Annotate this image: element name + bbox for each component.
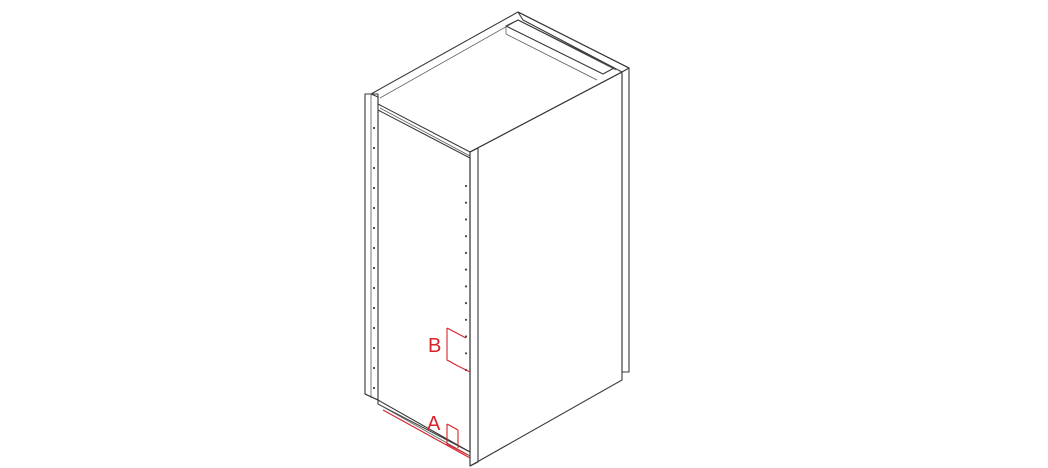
shelf-pin-hole	[372, 306, 376, 310]
shelf-pin-hole	[464, 268, 468, 271]
shelf-pin-hole	[372, 226, 376, 230]
back-panel	[517, 11, 630, 373]
shelf-pin-hole	[464, 218, 468, 221]
shelf-pin-holes-right	[464, 184, 468, 372]
shelf-pin-hole	[372, 206, 376, 210]
shelf-pin-hole	[464, 335, 468, 338]
shelf-pin-hole	[372, 366, 376, 370]
shelf-pin-hole	[372, 286, 376, 290]
left-side-panel	[364, 93, 379, 401]
cabinet-interior	[377, 109, 471, 453]
shelf-pin-hole	[372, 386, 376, 390]
bottom-panel	[364, 393, 471, 457]
top-rear-rail	[505, 19, 615, 81]
shelf-pin-hole	[372, 126, 376, 130]
callout-b-bracket	[446, 328, 459, 367]
shelf-pin-hole	[464, 285, 468, 288]
shelf-pin-hole	[372, 146, 376, 150]
shelf-pin-hole	[372, 266, 376, 270]
shelf-pin-hole	[372, 326, 376, 330]
shelf-pin-hole	[464, 302, 468, 305]
shelf-pin-hole	[464, 201, 468, 204]
shelf-pin-hole	[372, 166, 376, 170]
shelf-pin-hole	[372, 186, 376, 190]
shelf-pin-hole	[464, 318, 468, 321]
right-side-panel	[469, 71, 623, 467]
callout-a-label: A	[427, 413, 441, 435]
shelf-pin-hole	[464, 251, 468, 254]
callout-b-label: B	[428, 335, 441, 357]
callout-a: A	[382, 409, 471, 459]
shelf-pin-holes-left	[372, 126, 376, 390]
shelf-pin-hole	[372, 246, 376, 250]
top-panel	[370, 11, 630, 157]
shelf-pin-hole	[464, 235, 468, 238]
shelf-pin-hole	[372, 346, 376, 350]
shelf-pin-hole	[464, 184, 468, 188]
callout-b: B	[428, 327, 471, 373]
callout-a-bracket	[446, 424, 469, 456]
shelf-pin-hole	[464, 352, 468, 355]
